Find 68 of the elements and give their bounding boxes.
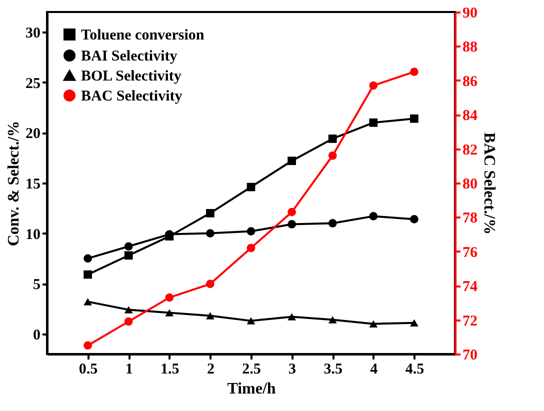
y2-tick-label: 74 — [462, 279, 478, 296]
point — [410, 114, 418, 123]
point — [369, 81, 378, 90]
point — [288, 156, 296, 166]
point — [369, 118, 378, 127]
point — [246, 182, 256, 192]
x-axis-title: Time/h — [227, 380, 276, 398]
x-tick-label: 2.5 — [242, 362, 261, 378]
point — [246, 317, 256, 324]
point — [369, 212, 378, 220]
point — [206, 312, 214, 320]
y2-tick-label: 80 — [462, 176, 478, 192]
y-tick-label: 20 — [26, 126, 40, 142]
point — [206, 280, 214, 288]
y2-axis-title: BAC Select./% — [480, 132, 498, 235]
point — [124, 242, 133, 251]
x-tick-label: 3 — [288, 362, 296, 378]
y2-tick-label: 70 — [462, 348, 478, 364]
y-tick-label: 25 — [26, 76, 40, 92]
legend-label: BAC Selectivity — [81, 88, 183, 104]
y2-tick-label: 76 — [462, 244, 478, 261]
y-tick-label: 0 — [33, 327, 40, 344]
y2-tick-label: 88 — [462, 40, 478, 56]
y2-tick-label: 72 — [462, 313, 478, 330]
legend-label: Toluene conversion — [81, 28, 205, 44]
point — [410, 319, 418, 326]
point — [328, 316, 337, 324]
point — [165, 309, 174, 316]
point — [288, 313, 296, 320]
y-tick-label: 10 — [26, 226, 40, 243]
y-tick-label: 15 — [26, 176, 40, 192]
point — [124, 251, 133, 260]
x-tick-label: 3.5 — [324, 362, 342, 378]
point — [328, 219, 337, 228]
point — [410, 68, 418, 76]
point — [84, 254, 92, 263]
x-tick-label: 0.5 — [78, 362, 98, 378]
x-tick-label: 4.5 — [405, 362, 424, 378]
y2-tick-label: 90 — [462, 6, 478, 22]
point — [288, 220, 296, 228]
legend-label: BOL Selectivity — [81, 68, 182, 84]
legend-label: BAI Selectivity — [81, 48, 178, 64]
point — [328, 151, 337, 160]
point — [206, 229, 214, 238]
point — [246, 227, 256, 236]
y2-tick-label: 82 — [462, 142, 478, 158]
x-tick-label: 2 — [206, 362, 214, 378]
point — [124, 317, 133, 326]
point — [246, 244, 256, 252]
y-axis-title: Conv. & Select./% — [6, 120, 22, 246]
point — [165, 293, 174, 302]
point — [410, 215, 418, 224]
y-tick-label: 30 — [26, 26, 40, 42]
y2-tick-label: 86 — [462, 74, 478, 90]
point — [369, 320, 378, 328]
point — [288, 208, 296, 216]
point — [84, 341, 92, 350]
point — [328, 134, 337, 143]
x-tick-label: 1 — [125, 362, 133, 378]
point — [84, 298, 92, 306]
point — [84, 270, 92, 279]
point — [124, 306, 133, 314]
x-tick-label: 4 — [370, 362, 378, 378]
point — [206, 208, 214, 218]
x-tick-label: 1.5 — [160, 362, 180, 378]
y2-tick-label: 78 — [462, 210, 478, 227]
y2-tick-label: 84 — [462, 108, 478, 124]
y-tick-label: 5 — [33, 277, 40, 294]
